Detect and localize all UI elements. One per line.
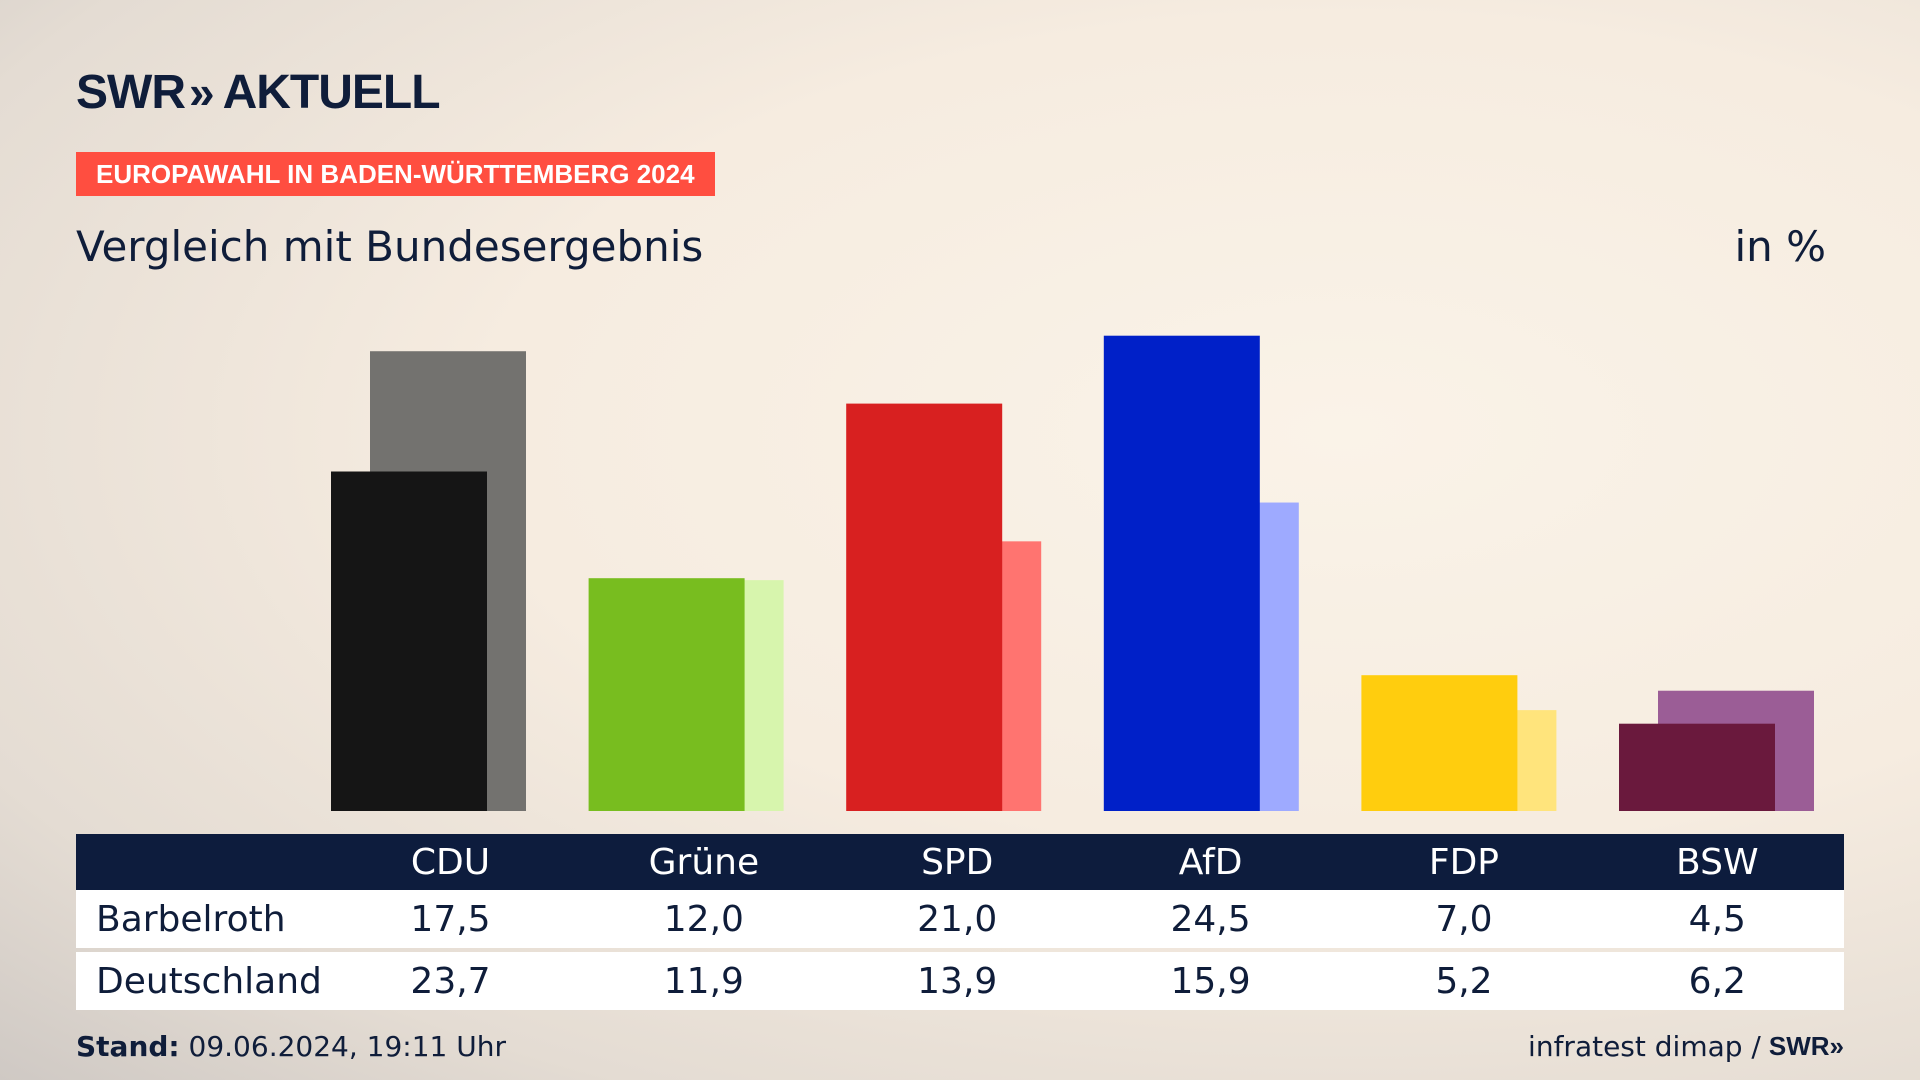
header-party-gruene: Grüne: [648, 841, 760, 883]
table-cell: 11,9: [663, 960, 744, 1002]
bar-barbelroth-spd: [846, 403, 1003, 811]
table-cell: 24,5: [1170, 898, 1251, 940]
bar-barbelroth-grne: [588, 578, 745, 811]
swr-aktuell-logo: SWR » AKTUELL: [76, 62, 441, 122]
header-party-bsw: BSW: [1676, 841, 1759, 883]
swr-mini-logo: SWR»: [1768, 1031, 1844, 1061]
table-row-deutschland: Deutschland 23,7 11,9 13,9 15,9 5,2 6,2: [76, 952, 1844, 1010]
bar-barbelroth-afd: [1103, 335, 1260, 811]
header-party-fdp: FDP: [1428, 841, 1500, 883]
table-cell: 15,9: [1170, 960, 1251, 1002]
header-party-spd: SPD: [921, 841, 994, 883]
header-party-cdu: CDU: [410, 841, 491, 883]
table-cell: 4,5: [1688, 898, 1746, 940]
table-cell: 13,9: [917, 960, 998, 1002]
table-cell: 12,0: [663, 898, 744, 940]
election-tag: EUROPAWAHL IN BADEN-WÜRTTEMBERG 2024: [76, 152, 715, 196]
table-cell: 5,2: [1435, 960, 1493, 1002]
logo-suffix: AKTUELL: [222, 65, 441, 119]
timestamp: Stand: 09.06.2024, 19:11 Uhr: [76, 1030, 506, 1063]
bar-barbelroth-bsw: [1619, 723, 1775, 811]
bar-barbelroth-fdp: [1361, 675, 1518, 811]
bar-chart: [331, 335, 1814, 811]
table-cell: 23,7: [410, 960, 491, 1002]
results-table: CDU Grüne SPD AfD FDP BSW Barbelroth 17,…: [76, 834, 1844, 1010]
table-row-barbelroth: Barbelroth 17,5 12,0 21,0 24,5 7,0 4,5: [76, 890, 1844, 948]
row-label: Deutschland: [96, 960, 322, 1002]
logo-text: SWR: [76, 65, 186, 119]
stand-value: 09.06.2024, 19:11 Uhr: [188, 1030, 506, 1063]
table-header-row: CDU Grüne SPD AfD FDP BSW: [76, 834, 1844, 890]
table-cell: 17,5: [410, 898, 491, 940]
source-text: infratest dimap /: [1528, 1030, 1761, 1063]
table-cell: 6,2: [1688, 960, 1746, 1002]
stand-label: Stand:: [76, 1030, 180, 1063]
chart-subtitle: Vergleich mit Bundesergebnis: [76, 222, 704, 271]
table-cell: 21,0: [917, 898, 998, 940]
bar-barbelroth-cdu: [331, 471, 487, 811]
header-party-afd: AfD: [1178, 841, 1243, 883]
source-credit: infratest dimap / SWR»: [1528, 1030, 1844, 1063]
table-cell: 7,0: [1435, 898, 1493, 940]
unit-label: in %: [1734, 222, 1826, 271]
row-label: Barbelroth: [96, 898, 286, 940]
